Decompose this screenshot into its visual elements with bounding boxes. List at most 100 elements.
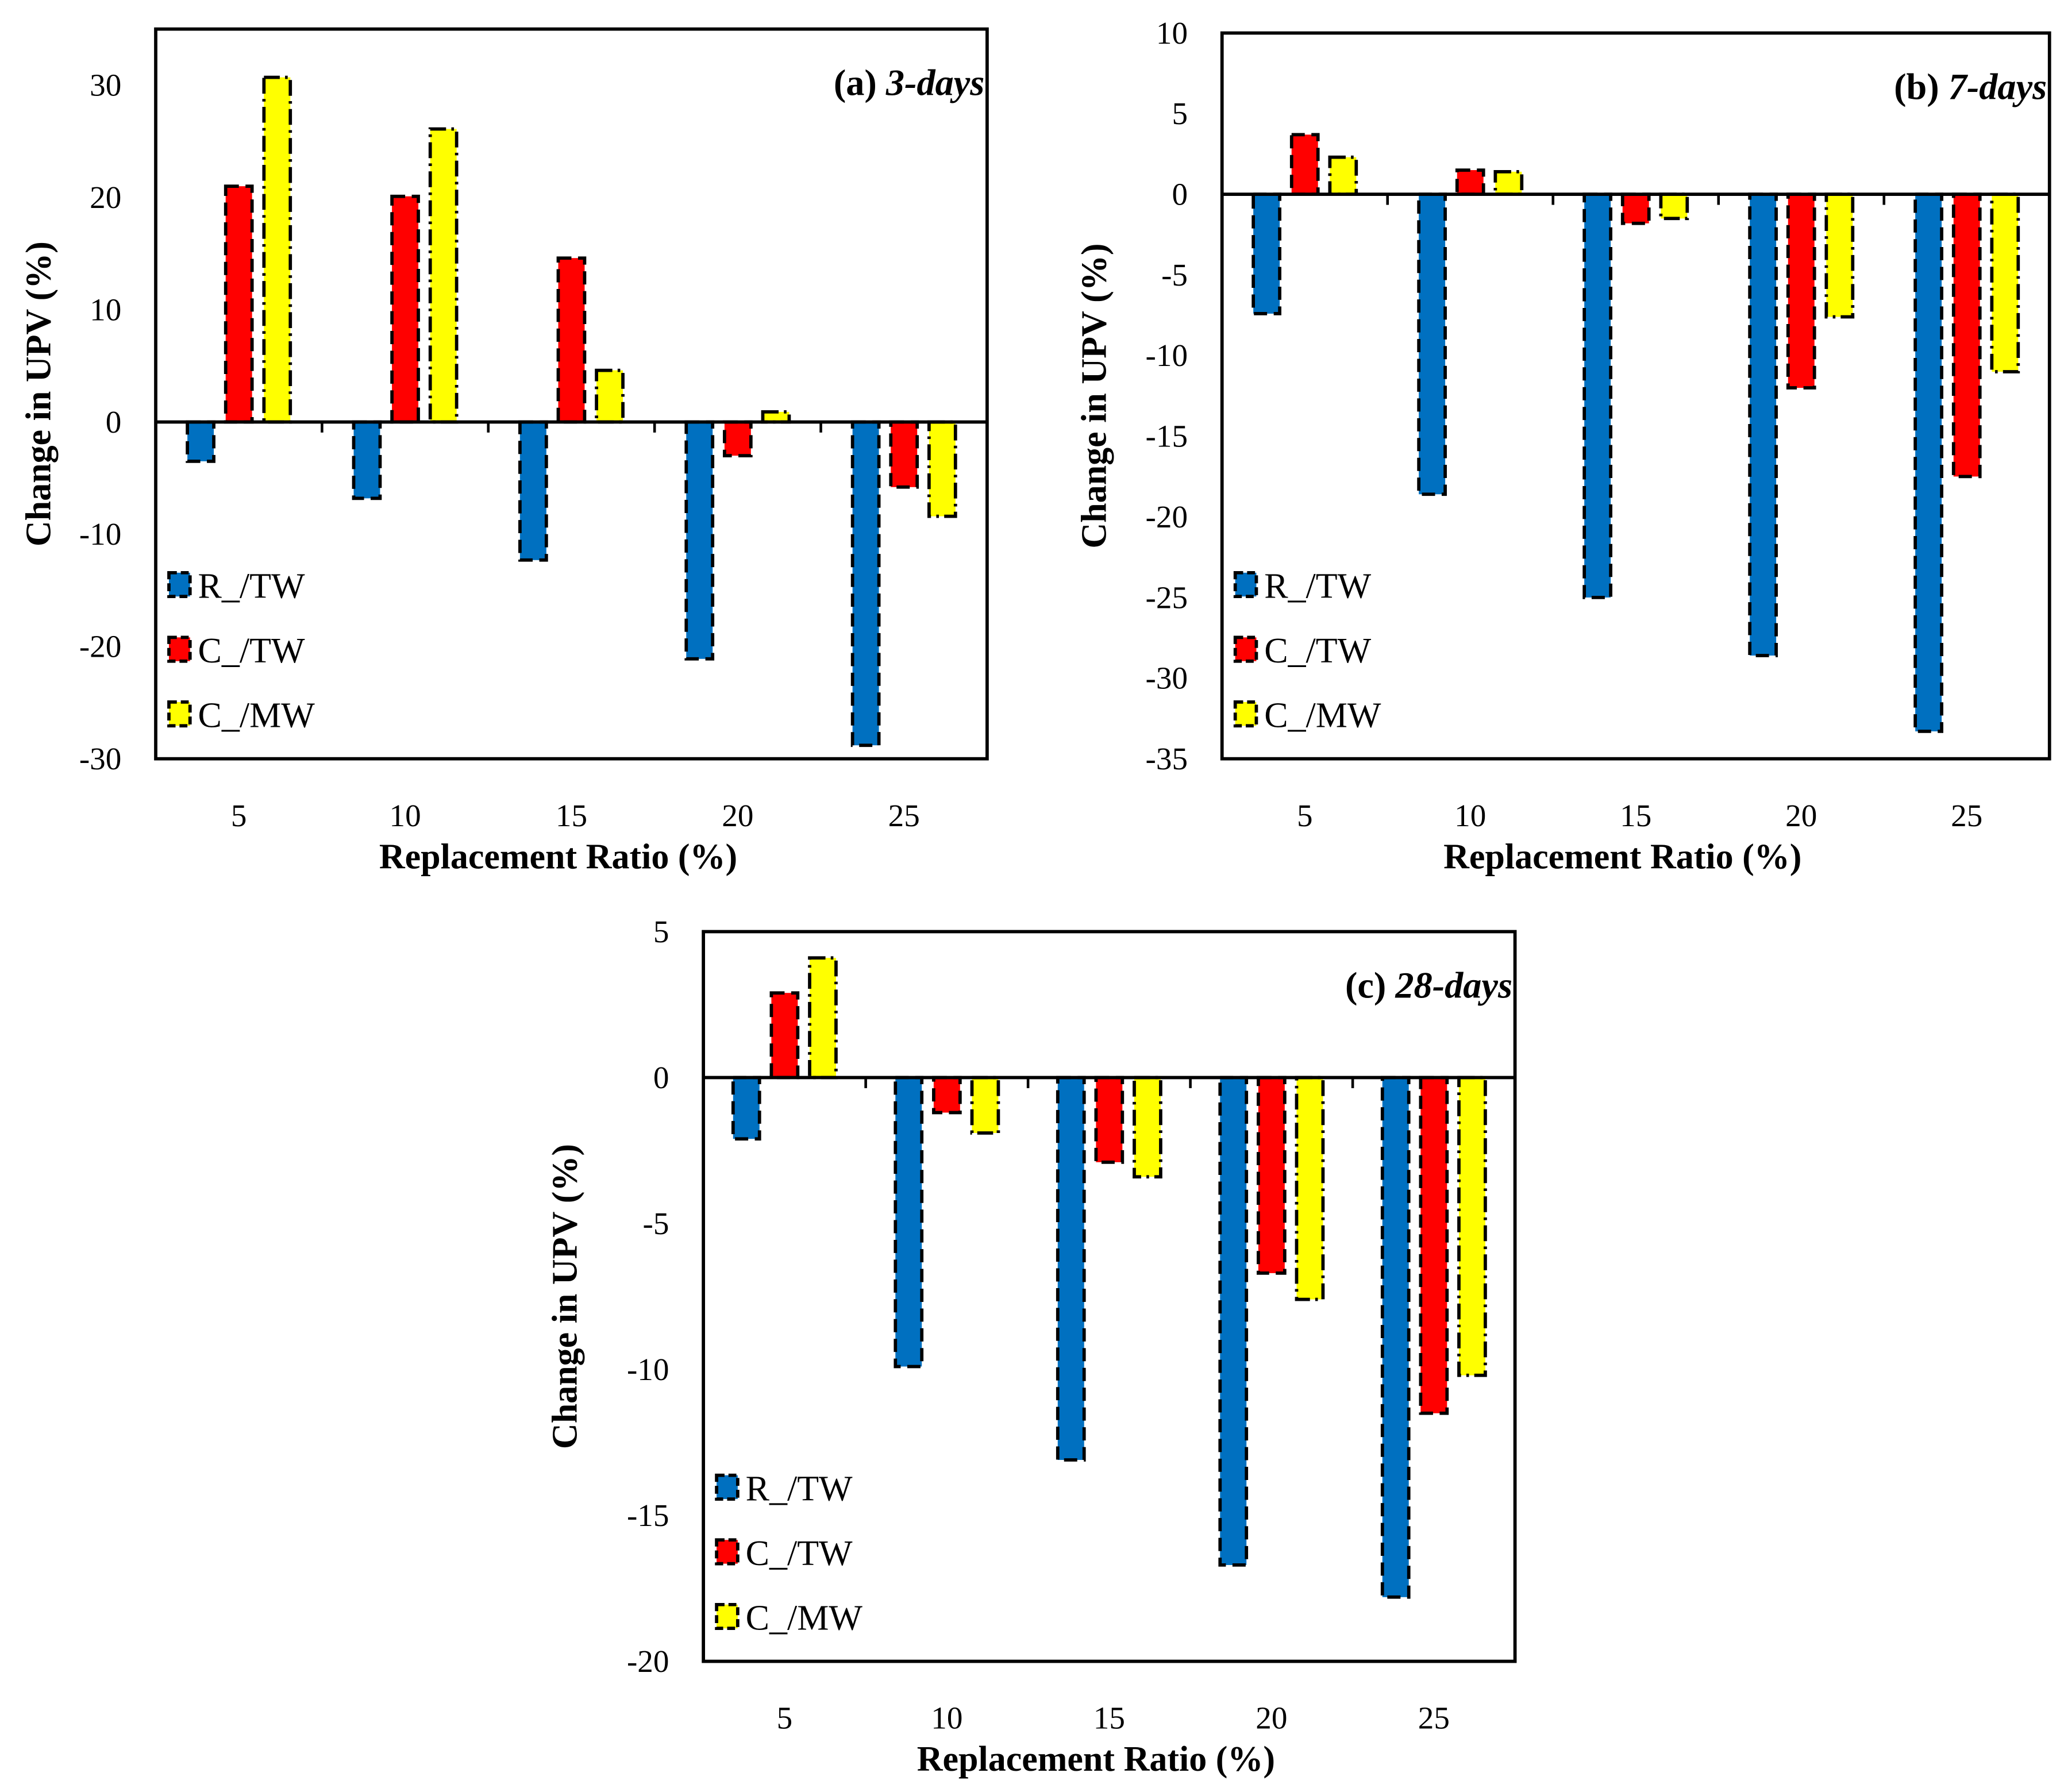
y-tick-label: -25 xyxy=(1146,580,1188,615)
legend-label: C_/TW xyxy=(198,631,305,670)
y-tick-label: 0 xyxy=(653,1060,669,1095)
panel-title-age: 28-days xyxy=(1395,965,1512,1005)
bar-rtw xyxy=(894,1076,924,1369)
y-tick-label: -20 xyxy=(79,629,121,664)
plot-frame xyxy=(1220,31,2051,761)
y-tick-label: 0 xyxy=(1172,177,1188,212)
y-tick-label: 10 xyxy=(1156,16,1188,51)
bar-rtw xyxy=(1913,192,1943,733)
bar-ctw xyxy=(769,991,800,1080)
panel-title: (a) 3-days xyxy=(834,62,984,103)
y-axis-label: Change in UPV (%) xyxy=(1075,244,1114,549)
legend-swatch xyxy=(167,635,192,663)
y-tick-label: 5 xyxy=(653,914,669,949)
chart-panel-b: -35 -30 -25 -20 -15 -10 -5 0 5 10 5 10 15 20 25 Replace… xyxy=(1075,16,2051,876)
panel-title-prefix: (c) xyxy=(1345,965,1395,1005)
x-tick-label: 5 xyxy=(231,798,247,833)
plot-frame xyxy=(702,930,1517,1663)
x-tick-label: 15 xyxy=(1620,798,1651,833)
panel-title: (c) 28-days xyxy=(1345,965,1512,1005)
bar-cmw xyxy=(595,368,625,424)
x-axis-label: Replacement Ratio (%) xyxy=(1443,837,1801,876)
legend-label: R_/TW xyxy=(1264,566,1371,606)
bar-ctw xyxy=(1786,192,1816,390)
x-tick-label: 15 xyxy=(1093,1701,1125,1736)
bar-ctw xyxy=(1419,1076,1449,1415)
legend-swatch xyxy=(1233,571,1258,599)
bar-ctw xyxy=(1951,192,1982,479)
x-tick-label: 5 xyxy=(777,1701,793,1736)
y-tick-label: 30 xyxy=(90,68,121,103)
bar-cmw xyxy=(970,1076,1000,1135)
bar-cmw xyxy=(1493,170,1524,196)
legend-swatch xyxy=(1233,635,1258,663)
bar-ctw xyxy=(889,420,919,489)
y-axis-label: Change in UPV (%) xyxy=(546,1144,585,1449)
x-axis-label: Replacement Ratio (%) xyxy=(379,837,737,876)
bar-rtw xyxy=(1056,1076,1086,1462)
bar-cmw xyxy=(927,420,957,518)
bar-rtw xyxy=(1417,192,1447,496)
y-tick-label: -5 xyxy=(642,1206,669,1241)
y-tick-label: -20 xyxy=(627,1644,669,1679)
panel-title: (b) 7-days xyxy=(1894,66,2047,107)
y-tick-label: -30 xyxy=(1146,661,1188,696)
x-tick-label: 10 xyxy=(931,1701,962,1736)
bar-rtw xyxy=(352,420,382,500)
y-tick-label: -20 xyxy=(1146,499,1188,534)
bar-rtw xyxy=(1380,1076,1411,1599)
bar-rtw xyxy=(1748,192,1778,657)
bar-ctw xyxy=(1094,1076,1125,1164)
bar-ctw xyxy=(556,256,587,424)
y-tick-label: 20 xyxy=(90,180,121,215)
y-tick-label: 0 xyxy=(106,404,122,440)
bar-cmw xyxy=(428,127,459,424)
x-tick-label: 20 xyxy=(722,798,753,833)
legend-label: R_/TW xyxy=(198,566,305,606)
legend-swatch xyxy=(1233,700,1258,728)
bar-cmw xyxy=(1295,1076,1325,1301)
legend-label: C_/MW xyxy=(746,1598,863,1637)
x-tick-label: 20 xyxy=(1785,798,1817,833)
bar-ctw xyxy=(390,194,420,424)
legend-label: C_/MW xyxy=(198,696,315,735)
legend-swatch xyxy=(715,1602,740,1631)
legend-swatch xyxy=(167,700,192,728)
y-tick-label: -30 xyxy=(79,741,121,776)
bar-ctw xyxy=(1620,192,1651,225)
y-tick-label: -15 xyxy=(1146,419,1188,454)
bar-rtw xyxy=(1582,192,1612,599)
panel-title-prefix: (b) xyxy=(1894,66,1949,107)
panel-title-age: 7-days xyxy=(1949,66,2047,107)
y-axis-label: Change in UPV (%) xyxy=(19,241,58,546)
y-tick-label: -10 xyxy=(627,1352,669,1387)
x-tick-label: 5 xyxy=(1297,798,1313,833)
x-tick-label: 10 xyxy=(1454,798,1486,833)
x-tick-label: 25 xyxy=(1418,1701,1450,1736)
x-axis-label: Replacement Ratio (%) xyxy=(917,1740,1275,1779)
y-tick-label: -15 xyxy=(627,1498,669,1533)
panel-title-prefix: (a) xyxy=(834,62,886,103)
bar-rtw xyxy=(1218,1076,1249,1567)
bar-cmw xyxy=(1824,192,1855,319)
bar-rtw xyxy=(518,420,548,562)
bar-ctw xyxy=(723,420,753,457)
x-tick-label: 10 xyxy=(390,798,421,833)
chart-panel-a: -30 -20 -10 0 10 20 30 5 10 15 20 25 Replacement Rat… xyxy=(19,27,989,876)
legend-swatch xyxy=(167,571,192,599)
x-tick-label: 25 xyxy=(1951,798,1982,833)
bar-cmw xyxy=(808,956,838,1080)
bar-cmw xyxy=(1990,192,2020,373)
panel-title-age: 3-days xyxy=(885,62,984,103)
bar-ctw xyxy=(1455,168,1485,196)
chart-panel-c: -20 -15 -10 -5 0 5 5 10 15 20 25 Replacement Ratio … xyxy=(546,914,1517,1779)
legend-swatch xyxy=(715,1538,740,1566)
x-tick-label: 25 xyxy=(888,798,920,833)
bar-ctw xyxy=(932,1076,962,1115)
bar-cmw xyxy=(1457,1076,1487,1377)
bar-cmw xyxy=(761,410,791,424)
bar-rtw xyxy=(186,420,215,463)
bar-cmw xyxy=(262,75,292,424)
x-tick-label: 15 xyxy=(556,798,587,833)
